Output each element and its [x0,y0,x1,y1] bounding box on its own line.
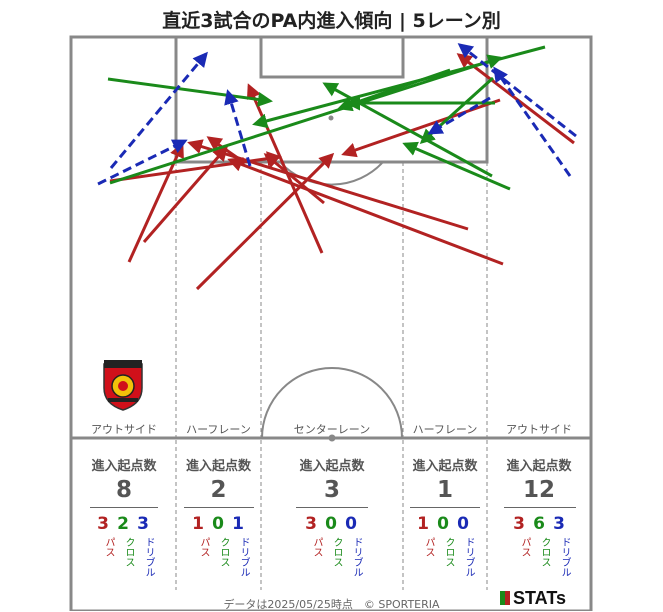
dribble-arrow [457,43,577,138]
pass-arrow [142,145,228,243]
dribble-count: 0 [457,514,469,534]
dribble-count: 0 [345,514,357,534]
stat-rule [296,507,368,508]
cross-arrow [419,76,495,145]
penalty-spot [328,115,334,121]
pass-arrow [227,157,504,266]
stat-header: 進入起点数 [185,459,251,474]
cross-arrow [337,68,451,112]
cross-count: 2 [117,514,129,534]
dribble-label: ドリブル [238,537,249,577]
goal-area [259,35,405,79]
stat-header: 進入起点数 [91,459,157,474]
stat-rule [504,507,576,508]
dribble-arrow [109,51,208,169]
cross-label: クロス [218,537,229,567]
dribble-count: 3 [553,514,565,534]
pass-label: パス [198,537,209,557]
stat-total: 8 [115,477,132,503]
center-spot [328,434,336,442]
stat-total: 3 [323,477,340,503]
brand-mark-icon [500,591,510,605]
dribble-count: 3 [137,514,149,534]
club-crest-logo [103,360,143,411]
dribble-arrow [493,66,572,177]
stat-total: 1 [436,477,453,503]
dribble-label: ドリブル [463,537,474,577]
stat-total: 12 [522,477,555,503]
cross-arrows [107,45,546,191]
stat-rule [184,507,254,508]
dribble-count: 1 [232,514,244,534]
data-footnote: データは2025/05/25時点 © SPORTERIA [223,598,440,611]
dribble-label: ドリブル [143,537,154,577]
cross-count: 0 [212,514,224,534]
stat-header: 進入起点数 [506,459,572,474]
pass-arrow [127,142,184,263]
brand-name: STATs [513,588,566,608]
stat-header: 進入起点数 [412,459,478,474]
stat-total: 2 [210,477,227,503]
chart-title: 直近3試合のPA内進入傾向 | 5レーン別 [162,10,501,32]
pass-arrow [456,53,575,145]
pass-count: 3 [97,514,109,534]
cross-arrow [107,77,273,107]
lane-label-right-half: ハーフレーン [412,423,478,436]
dribble-arrow [97,139,188,186]
cross-label: クロス [443,537,454,567]
lane-label-left-outside: アウトサイド [91,423,157,436]
lane-label-center: センターレーン [293,423,371,436]
stat-rule [410,507,480,508]
pass-arrow [109,151,282,183]
cross-arrow [109,54,503,185]
pass-count: 1 [192,514,204,534]
pass-count: 3 [305,514,317,534]
dribble-arrow [224,89,252,167]
cross-label: クロス [123,537,134,567]
pass-count: 1 [417,514,429,534]
brand-logo: STATs [500,588,566,609]
dribble-label: ドリブル [351,537,362,577]
lane-label-right-outside: アウトサイド [506,423,572,436]
cross-arrow [252,45,546,129]
penalty-arc [279,161,384,186]
cross-label: クロス [539,537,550,567]
center-circle [261,367,403,439]
stat-header: 進入起点数 [299,459,365,474]
cross-count: 0 [325,514,337,534]
pass-label: パス [103,537,114,557]
cross-count: 0 [437,514,449,534]
cross-label: クロス [331,537,342,567]
pass-label: パス [519,537,530,557]
pass-label: パス [311,537,322,557]
dribble-arrow [427,96,491,135]
stat-rule [90,507,158,508]
dribble-label: ドリブル [559,537,570,577]
pass-arrow [195,152,335,291]
pass-label: パス [423,537,434,557]
cross-count: 6 [533,514,545,534]
dribble-arrows [97,43,577,186]
cross-arrow [402,141,511,191]
pass-count: 3 [513,514,525,534]
penalty-area [174,35,489,164]
lane-label-left-half: ハーフレーン [186,423,251,436]
